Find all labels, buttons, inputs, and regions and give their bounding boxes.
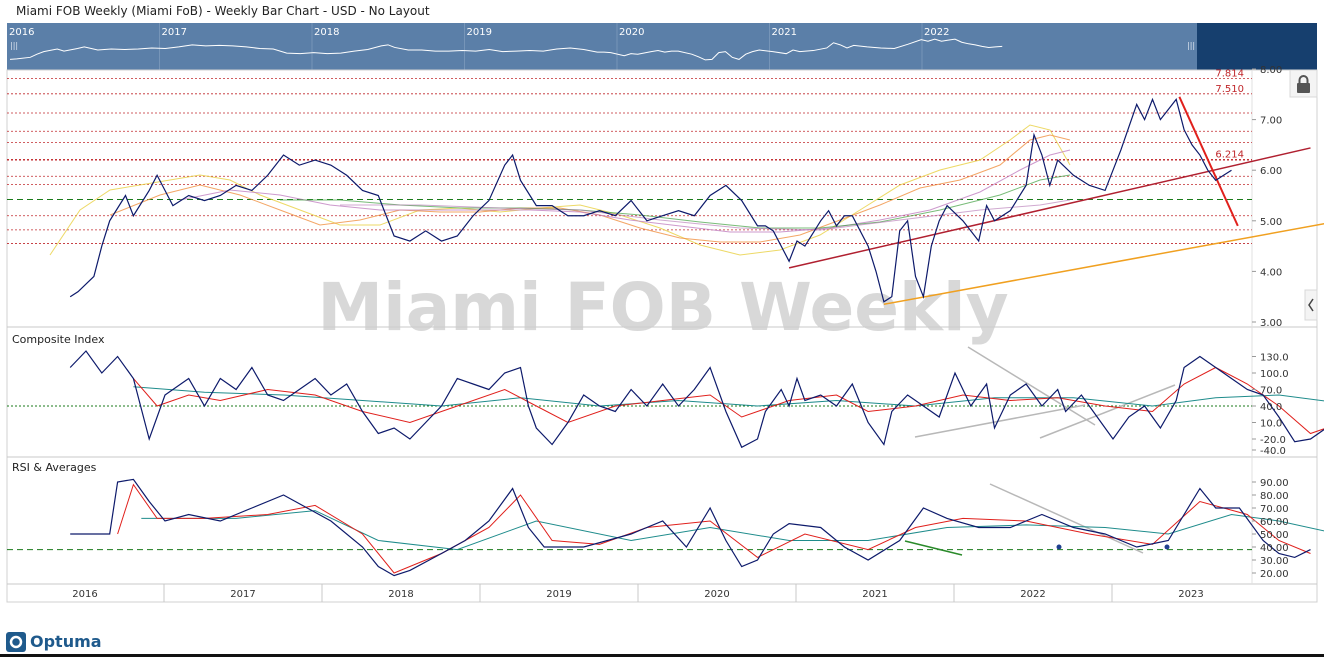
x-tick-label: 2023: [1178, 589, 1203, 600]
navigator-year-label: 2017: [162, 27, 187, 38]
y-tick-label: 10.0: [1260, 419, 1282, 430]
x-tick-label: 2021: [862, 589, 887, 600]
y-tick-label: 4.00: [1260, 267, 1282, 278]
rsi-marker-dot: [1164, 544, 1170, 550]
rsi-average-red: [117, 483, 1311, 574]
optuma-logo-icon: [6, 632, 26, 652]
lock-icon[interactable]: [1289, 69, 1318, 98]
brand-name: Optuma: [30, 631, 102, 651]
x-tick-label: 2022: [1020, 589, 1045, 600]
navigator-year-label: 2022: [924, 27, 949, 38]
navigator-year-label: 2019: [467, 27, 492, 38]
navigator-left-handle-icon[interactable]: |||: [10, 41, 18, 50]
composite-average-teal: [133, 386, 1324, 407]
y-tick-label: 5.00: [1260, 217, 1282, 228]
y-tick-label: 70.00: [1260, 504, 1289, 515]
y-tick-label: 8.00: [1260, 65, 1282, 76]
navigator-price-line: [9, 38, 1003, 61]
moving-average-orange: [109, 134, 1071, 243]
x-tick-label: 2020: [704, 589, 729, 600]
rsi-trendline: [989, 483, 1144, 554]
composite-trendline: [1039, 384, 1176, 439]
y-tick-label: 30.00: [1260, 556, 1289, 567]
window-title: Miami FOB Weekly (Miami FoB) - Weekly Ba…: [16, 4, 430, 18]
composite-trendline: [914, 404, 1086, 438]
rsi-marker-dot: [1056, 544, 1062, 550]
x-tick-label: 2017: [230, 589, 255, 600]
navigator-selection[interactable]: [1197, 23, 1317, 70]
composite-panel: Composite Index 130.0 100.0 70.0 40.0 10.0 -2…: [7, 333, 1324, 457]
y-tick-label: 60.00: [1260, 517, 1289, 528]
watermark-text: Miami FOB Weekly: [317, 269, 1008, 346]
y-tick-label: -20.0: [1260, 435, 1286, 446]
orange-trendline: [883, 222, 1324, 306]
y-tick-label: 3.00: [1260, 318, 1282, 329]
x-tick-label: 2019: [546, 589, 571, 600]
y-tick-label: 40.0: [1260, 402, 1282, 413]
composite-trendline: [967, 346, 1096, 426]
rsi-divergence-line: [904, 540, 963, 556]
navigator-year-label: 2016: [9, 27, 34, 38]
moving-average-yellow: [49, 124, 1071, 256]
x-axis: 2016 2017 2018 2019 2020 2021 2022 2023: [72, 584, 1204, 602]
y-tick-label: 50.00: [1260, 530, 1289, 541]
x-tick-label: 2018: [388, 589, 413, 600]
rsi-line: [70, 478, 1311, 577]
level-label: 7.814: [1215, 68, 1244, 79]
composite-average-red: [133, 366, 1324, 435]
optuma-logo: Optuma: [6, 629, 102, 653]
y-tick-label: 7.00: [1260, 116, 1282, 127]
moving-average-green: [280, 174, 1071, 229]
composite-index-line: [69, 350, 1324, 449]
moving-average-violet: [340, 199, 1071, 231]
navigator-year-label: 2018: [314, 27, 339, 38]
x-tick-label: 2016: [72, 589, 97, 600]
price-series-line: [69, 97, 1232, 303]
moving-average-purple: [179, 149, 1071, 233]
y-tick-label: 70.0: [1260, 386, 1282, 397]
y-tick-label: 80.00: [1260, 491, 1289, 502]
rsi-panel-title: RSI & Averages: [12, 461, 97, 474]
red-trendline: [1178, 96, 1239, 227]
y-tick-label: -40.0: [1260, 446, 1286, 457]
level-label: 7.510: [1215, 84, 1244, 95]
composite-panel-title: Composite Index: [12, 333, 105, 346]
navigator-right-handle-icon[interactable]: |||: [1187, 41, 1195, 50]
level-label: 6.214: [1215, 149, 1244, 160]
chevron-left-icon[interactable]: [1304, 289, 1318, 321]
navigator-year-label: 2021: [772, 27, 797, 38]
bottom-bar: [0, 654, 1324, 657]
y-tick-label: 100.0: [1260, 369, 1289, 380]
y-tick-label: 40.00: [1260, 543, 1289, 554]
chart-border: [6, 69, 1318, 603]
price-panel: 7.814 7.510 6.214 3.00 4.00 5.00 6.00 7.00 8.00: [7, 65, 1324, 329]
y-tick-label: 6.00: [1260, 166, 1282, 177]
y-tick-label: 130.0: [1260, 353, 1289, 364]
navigator-year-label: 2020: [619, 27, 644, 38]
darkred-trendline: [788, 147, 1311, 269]
rsi-panel: RSI & Averages 90.00 80.00 70.00 60.00 50.00…: [7, 461, 1324, 580]
y-tick-label: 20.00: [1260, 569, 1289, 580]
y-tick-label: 90.00: [1260, 478, 1289, 489]
date-navigator[interactable]: ||| ||| 2016 2017 2018 2019 2020 2021 2022: [7, 23, 1317, 70]
